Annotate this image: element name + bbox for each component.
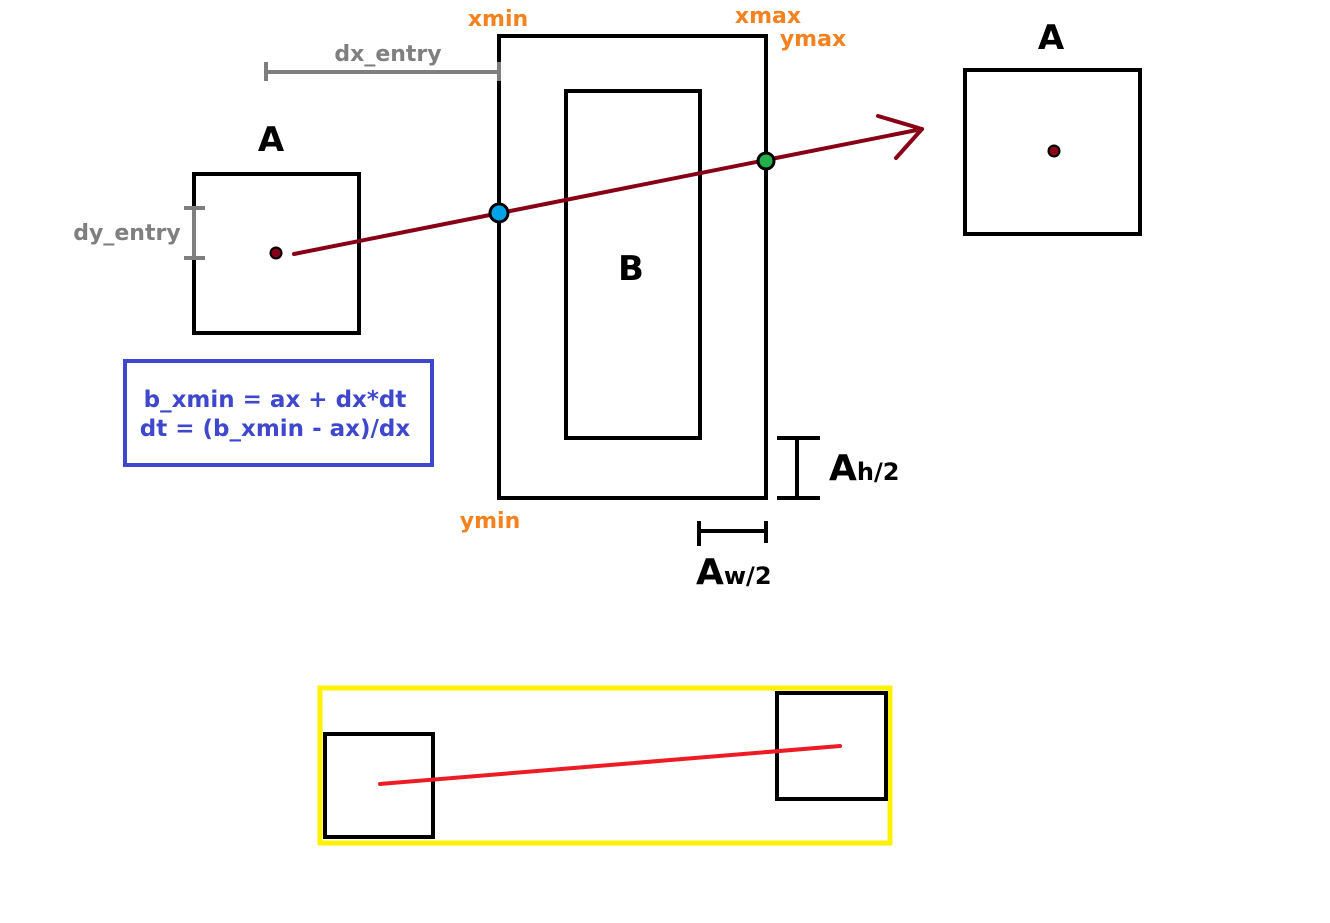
- exit-point: [756, 151, 776, 171]
- entry-point: [488, 202, 510, 224]
- ah-dimension-label: Ah/2: [829, 448, 899, 489]
- broadphase-end-box: [775, 691, 888, 801]
- box-b-label: B: [618, 249, 644, 289]
- box-a-end: [963, 68, 1142, 236]
- box-b: [564, 89, 702, 440]
- expanded-bounds-rect: [497, 34, 768, 500]
- formula-line-1: b_xmin = ax + dx*dt: [144, 387, 407, 413]
- xmax-label: xmax: [735, 4, 801, 29]
- broadphase-start-box: [323, 732, 435, 839]
- formula-box: [123, 359, 434, 467]
- box-a-start-center: [269, 246, 283, 260]
- dy-entry-label: dy_entry: [73, 221, 180, 246]
- ymax-label: ymax: [780, 27, 846, 52]
- ymin-label: ymin: [460, 509, 520, 534]
- trajectory-arrowhead: [876, 114, 924, 160]
- broadphase-movement-line: [378, 744, 842, 786]
- xmin-label: xmin: [468, 7, 528, 32]
- dx-entry-label: dx_entry: [334, 42, 441, 67]
- aw-dimension-label: Aw/2: [696, 552, 772, 593]
- formula-line-2: dt = (b_xmin - ax)/dx: [140, 416, 411, 442]
- box-a-end-label: A: [1038, 18, 1065, 58]
- broadphase-box: [317, 685, 893, 846]
- box-a-end-center: [1047, 144, 1061, 158]
- box-a-start-label: A: [258, 120, 285, 160]
- trajectory-line: [292, 127, 924, 256]
